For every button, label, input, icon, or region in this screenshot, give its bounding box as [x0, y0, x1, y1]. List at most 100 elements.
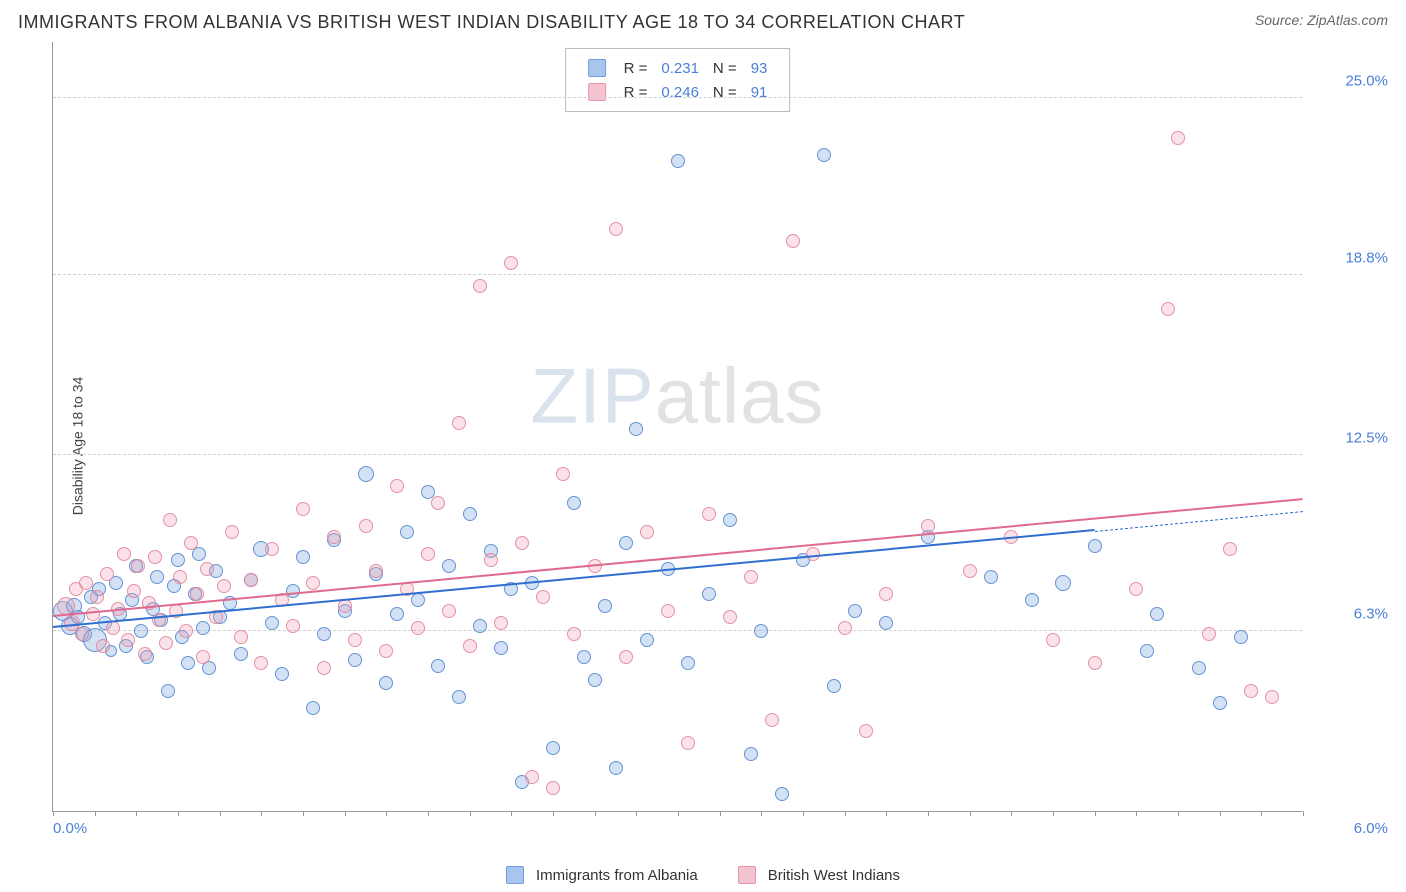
scatter-point [57, 597, 75, 615]
scatter-point [463, 639, 477, 653]
scatter-point [879, 616, 893, 630]
scatter-point [121, 633, 135, 647]
scatter-point [181, 656, 195, 670]
scatter-point [786, 234, 800, 248]
scatter-point [609, 761, 623, 775]
scatter-point [567, 627, 581, 641]
x-tick-mark [386, 811, 387, 816]
x-tick-mark [303, 811, 304, 816]
scatter-point [1055, 575, 1071, 591]
scatter-point [744, 747, 758, 761]
scatter-point [702, 507, 716, 521]
scatter-point [598, 599, 612, 613]
scatter-point [723, 513, 737, 527]
scatter-point [317, 627, 331, 641]
scatter-point [681, 736, 695, 750]
scatter-point [1088, 656, 1102, 670]
gridline [53, 97, 1302, 98]
scatter-point [1129, 582, 1143, 596]
scatter-point [196, 650, 210, 664]
scatter-point [640, 525, 654, 539]
x-tick-label: 0.0% [53, 820, 87, 837]
scatter-point [150, 570, 164, 584]
scatter-point [442, 604, 456, 618]
scatter-point [1140, 644, 1154, 658]
legend-r-value: 0.231 [655, 57, 705, 79]
x-tick-mark [261, 811, 262, 816]
scatter-point [921, 519, 935, 533]
scatter-point [473, 619, 487, 633]
scatter-point [286, 619, 300, 633]
x-tick-mark [1011, 811, 1012, 816]
scatter-point [546, 781, 560, 795]
gridline [53, 274, 1302, 275]
scatter-point [775, 787, 789, 801]
scatter-point [379, 644, 393, 658]
x-tick-mark [511, 811, 512, 816]
x-tick-mark [345, 811, 346, 816]
scatter-point [296, 550, 310, 564]
scatter-point [765, 713, 779, 727]
scatter-point [411, 593, 425, 607]
scatter-point [265, 542, 279, 556]
legend-swatch [588, 83, 606, 101]
scatter-point [1088, 539, 1102, 553]
legend-stat-row: R =0.231N =93 [582, 57, 774, 79]
scatter-point [192, 547, 206, 561]
scatter-point [1234, 630, 1248, 644]
x-tick-mark [678, 811, 679, 816]
scatter-point [431, 659, 445, 673]
scatter-point [859, 724, 873, 738]
scatter-point [379, 676, 393, 690]
scatter-point [234, 647, 248, 661]
scatter-point [171, 553, 185, 567]
x-tick-mark [886, 811, 887, 816]
scatter-point [754, 624, 768, 638]
scatter-point [131, 559, 145, 573]
scatter-point [609, 222, 623, 236]
x-tick-label: 6.0% [1354, 820, 1388, 837]
x-tick-mark [136, 811, 137, 816]
legend-r-value: 0.246 [655, 81, 705, 103]
scatter-point [723, 610, 737, 624]
scatter-point [358, 466, 374, 482]
x-tick-mark [845, 811, 846, 816]
scatter-point [296, 502, 310, 516]
scatter-point [1046, 633, 1060, 647]
scatter-point [96, 639, 110, 653]
scatter-point [494, 641, 508, 655]
scatter-point [1161, 302, 1175, 316]
x-tick-mark [1178, 811, 1179, 816]
legend-swatch [738, 866, 756, 884]
scatter-point [661, 604, 675, 618]
scatter-point [275, 667, 289, 681]
legend-swatch [506, 866, 524, 884]
scatter-point [702, 587, 716, 601]
x-tick-mark [761, 811, 762, 816]
scatter-point [390, 607, 404, 621]
x-tick-mark [636, 811, 637, 816]
x-tick-mark [470, 811, 471, 816]
x-tick-mark [595, 811, 596, 816]
legend-series-item: British West Indians [738, 866, 900, 884]
x-tick-mark [720, 811, 721, 816]
scatter-point [963, 564, 977, 578]
scatter-point [200, 562, 214, 576]
scatter-point [369, 564, 383, 578]
scatter-point [556, 467, 570, 481]
scatter-point [1171, 131, 1185, 145]
scatter-point [671, 154, 685, 168]
scatter-point [525, 770, 539, 784]
y-tick-label: 12.5% [1308, 429, 1388, 446]
watermark: ZIPatlas [530, 350, 824, 441]
scatter-point [163, 513, 177, 527]
chart-title: IMMIGRANTS FROM ALBANIA VS BRITISH WEST … [18, 12, 965, 33]
scatter-point [827, 679, 841, 693]
scatter-point [984, 570, 998, 584]
scatter-point [431, 496, 445, 510]
scatter-point [494, 616, 508, 630]
scatter-point [629, 422, 643, 436]
scatter-point [619, 536, 633, 550]
scatter-point [348, 633, 362, 647]
x-tick-mark [220, 811, 221, 816]
